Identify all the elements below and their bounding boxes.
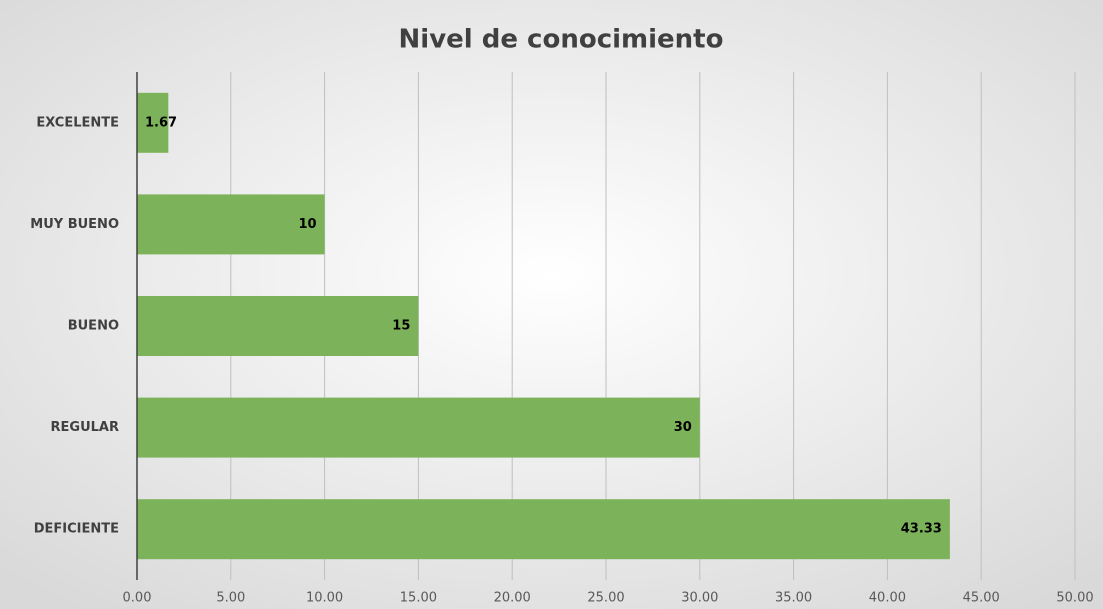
y-tick-label: MUY BUENO	[30, 217, 119, 232]
x-tick-label: 15.00	[400, 591, 437, 606]
x-tick-label: 5.00	[216, 591, 245, 606]
x-tick-label: 40.00	[869, 591, 906, 606]
y-tick-label: REGULAR	[51, 420, 119, 435]
bar	[137, 296, 419, 356]
bar	[137, 92, 169, 153]
x-tick-label: 25.00	[587, 591, 624, 606]
bar	[137, 499, 950, 560]
data-label: 43.33	[901, 522, 942, 537]
x-tick-label: 0.00	[123, 591, 152, 606]
chart-title: Nivel de conocimiento	[399, 25, 724, 55]
x-tick-label: 45.00	[963, 591, 1000, 606]
bar	[137, 194, 325, 255]
y-tick-label: DEFICIENTE	[34, 522, 119, 537]
y-tick-label: EXCELENTE	[36, 115, 119, 130]
x-tick-label: 20.00	[494, 591, 531, 606]
x-tick-label: 10.00	[306, 591, 343, 606]
data-label: 1.67	[145, 115, 177, 130]
x-tick-label: 50.00	[1056, 591, 1093, 606]
data-label: 10	[299, 217, 317, 232]
data-label: 15	[392, 319, 410, 334]
y-tick-label: BUENO	[68, 319, 119, 334]
data-label: 30	[674, 420, 692, 435]
bar	[137, 397, 700, 458]
x-tick-label: 30.00	[681, 591, 718, 606]
x-tick-label: 35.00	[775, 591, 812, 606]
